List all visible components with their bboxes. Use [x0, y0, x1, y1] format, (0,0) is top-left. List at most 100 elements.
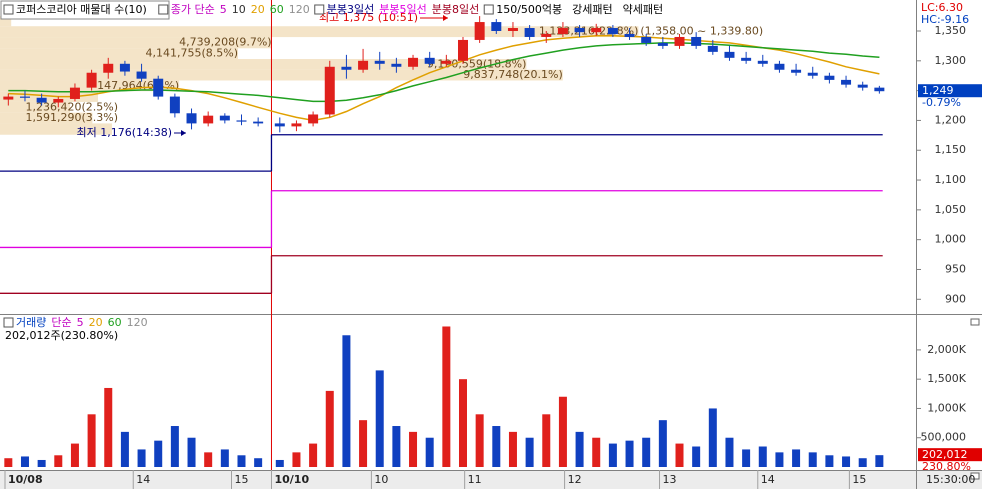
volume-bar	[359, 420, 368, 467]
volume-bar	[758, 446, 767, 467]
candle-body	[657, 42, 668, 46]
candle-body	[358, 60, 369, 70]
candle-body	[824, 75, 835, 80]
volume-bar	[825, 455, 834, 467]
candle-body	[557, 28, 568, 34]
volume-bar	[775, 452, 784, 467]
volume-bar	[625, 440, 634, 467]
last-volume-box	[918, 448, 982, 462]
y-tick-label: 500,000	[921, 431, 967, 444]
volume-bar	[558, 396, 567, 467]
volume-profile-band	[0, 48, 238, 60]
legend-entry: 60	[270, 3, 284, 16]
legend-marker	[158, 4, 169, 15]
volume-profile-label: 9,190,559(18.8%)	[427, 57, 527, 70]
volume-profile-label: 1,123,216(22.8%)	[539, 25, 639, 38]
candle-body	[308, 114, 319, 124]
legend-entry: 5	[77, 316, 84, 329]
candle-body	[641, 36, 652, 43]
y-tick-label: 1,200	[935, 113, 967, 126]
volume-bar	[508, 431, 517, 467]
candle-body	[36, 97, 47, 103]
annotation-arrowhead	[181, 130, 186, 136]
candle-body	[441, 60, 452, 64]
volume-profile-band	[0, 59, 527, 70]
x-end-label: 15:30:00	[926, 473, 975, 486]
volume-bar	[592, 437, 601, 467]
panel-button[interactable]	[970, 472, 980, 480]
volume-bar	[275, 459, 284, 467]
volume-bar	[442, 326, 451, 467]
candle-body	[391, 63, 402, 67]
candle-body	[236, 120, 247, 122]
candle-body	[491, 22, 502, 32]
candle-body	[274, 123, 285, 127]
volume-bar	[187, 437, 196, 467]
y-tick-label: 1,050	[935, 203, 967, 216]
volume-bar	[375, 370, 384, 467]
candle-body	[424, 57, 435, 64]
volume-bar	[254, 458, 263, 467]
panel-button[interactable]	[970, 318, 980, 326]
y-tick-label: 1,150	[935, 143, 967, 156]
volume-profile-band	[0, 69, 563, 81]
y-tick-label: 1,300	[935, 54, 967, 67]
volume-bar	[675, 443, 684, 467]
candle-body	[219, 115, 230, 121]
volume-profile-band	[0, 112, 93, 124]
volume-bar	[120, 431, 129, 467]
volume-ratio-label: 230.80%	[922, 460, 971, 473]
legend-entry: 120	[127, 316, 148, 329]
volume-bar	[392, 426, 401, 467]
candle-body	[153, 78, 164, 97]
volume-bar	[37, 459, 46, 467]
volume-bar	[4, 458, 13, 467]
volume-profile-label: 1,236,420(2.5%)	[25, 100, 118, 113]
lc-label: LC:6.30	[921, 1, 963, 14]
y-tick-label: 1,000	[935, 233, 967, 246]
candle-body	[119, 63, 130, 72]
candle-body	[691, 36, 702, 46]
legend-entry: 약세패턴	[623, 2, 663, 16]
legend-entry: 분봉8일선	[432, 2, 479, 16]
volume-profile-band	[0, 123, 112, 135]
y-tick-label: 1,000K	[927, 401, 966, 414]
volume-bar	[104, 387, 113, 467]
candle-body	[591, 28, 602, 33]
x-tick-label: 14	[136, 473, 150, 486]
candle-body	[857, 84, 868, 88]
volume-bar	[409, 431, 418, 467]
annotation-arrowhead	[443, 15, 448, 21]
legend-entry: 10	[232, 3, 246, 16]
volume-bar	[309, 443, 318, 467]
volume-bar	[137, 449, 146, 467]
volume-bar	[492, 426, 501, 467]
x-axis-band	[0, 470, 982, 489]
volume-bar	[475, 414, 484, 467]
volume-bar	[87, 414, 96, 467]
x-tick-label: 11	[468, 473, 482, 486]
volume-bar	[642, 437, 651, 467]
legend-entry: 60	[108, 316, 122, 329]
volume-bar	[708, 408, 717, 467]
annotation-text: 최저 1,176(14:38)	[76, 126, 172, 139]
volume-bar	[154, 440, 163, 467]
change-label: -0.79%	[922, 96, 961, 109]
x-tick-label: 10	[374, 473, 388, 486]
legend-label: 단순	[51, 316, 71, 329]
candle-body	[103, 63, 114, 73]
legend-label: 종가 단순	[171, 3, 215, 16]
volume-bar	[608, 443, 617, 467]
volume-profile-band	[0, 16, 12, 27]
candle-body	[291, 123, 302, 127]
moving-average	[8, 35, 880, 122]
x-tick-label: 15	[234, 473, 248, 486]
legend-entry: 5	[220, 3, 227, 16]
y-tick-label: 2,000K	[927, 343, 966, 356]
candle-body	[169, 96, 180, 114]
volume-bar	[425, 437, 434, 467]
volume-bar	[858, 458, 867, 467]
y-tick-label: 900	[945, 292, 966, 305]
candle-body	[324, 66, 335, 115]
